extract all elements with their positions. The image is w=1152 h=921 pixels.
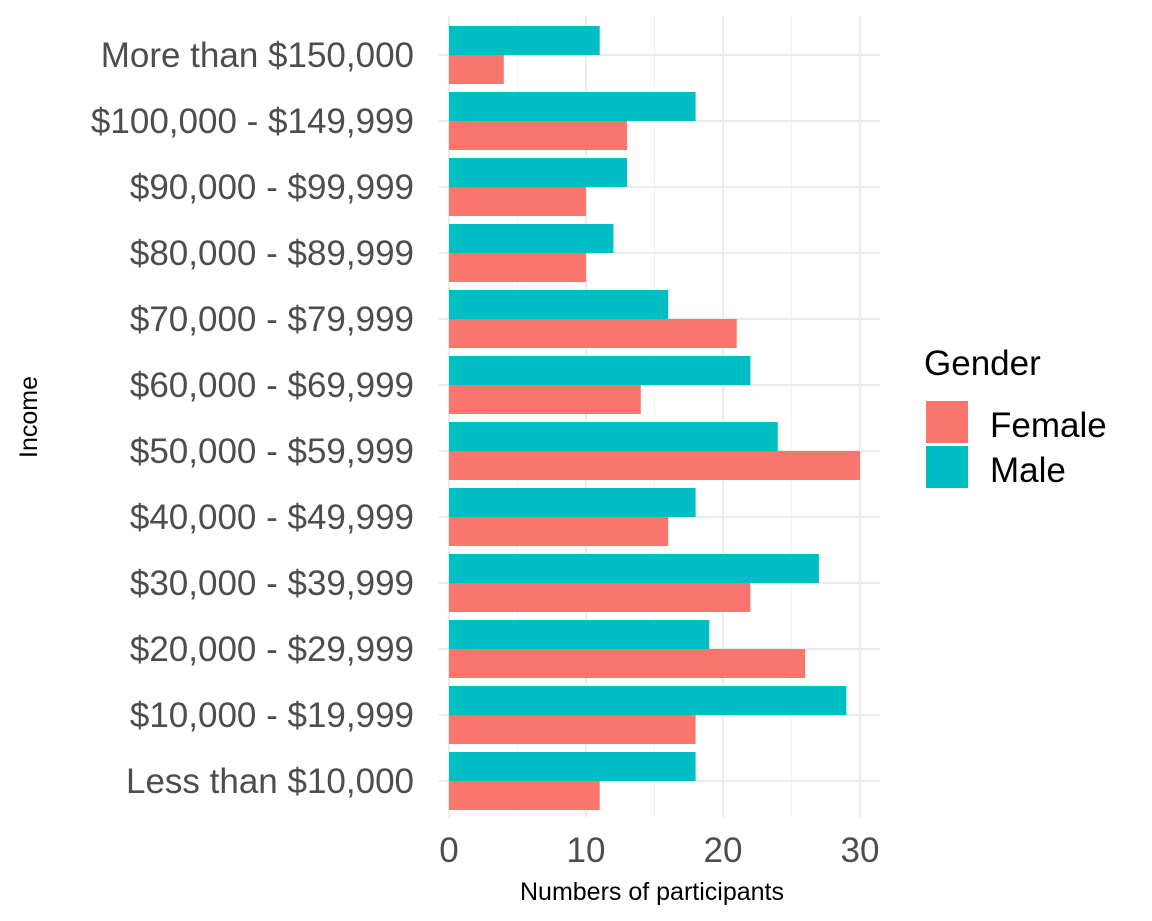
- legend-swatch-male: [926, 446, 968, 488]
- bar-male: [449, 92, 696, 121]
- y-axis-title: Income: [15, 376, 43, 458]
- bar-male: [449, 26, 600, 55]
- bar-female: [449, 121, 627, 150]
- x-axis-title: Numbers of participants: [520, 878, 784, 906]
- category-label: Less than $10,000: [126, 762, 414, 801]
- category-label: $50,000 - $59,999: [130, 432, 414, 471]
- x-tick-label: 30: [841, 831, 880, 870]
- bar-female: [449, 583, 750, 612]
- category-label: $80,000 - $89,999: [130, 234, 414, 273]
- x-tick-label: 0: [439, 831, 458, 870]
- legend-label-female: Female: [990, 406, 1107, 445]
- legend-swatch-female: [926, 401, 968, 443]
- category-label: $70,000 - $79,999: [130, 300, 414, 339]
- bar-female: [449, 517, 668, 546]
- bar-male: [449, 554, 819, 583]
- bar-female: [449, 253, 586, 282]
- category-label: $40,000 - $49,999: [130, 498, 414, 537]
- category-label: $100,000 - $149,999: [91, 102, 414, 141]
- bar-male: [449, 224, 613, 253]
- category-label: $60,000 - $69,999: [130, 366, 414, 405]
- category-label: $20,000 - $29,999: [130, 630, 414, 669]
- bar-male: [449, 488, 696, 517]
- bar-male: [449, 620, 709, 649]
- x-tick-label: 10: [567, 831, 606, 870]
- bar-female: [449, 649, 805, 678]
- bar-male: [449, 356, 750, 385]
- x-tick-labels: 0 10 20 30: [439, 831, 879, 870]
- bar-female: [449, 715, 696, 744]
- bar-female: [449, 55, 504, 84]
- bar-female: [449, 319, 737, 348]
- category-label: $30,000 - $39,999: [130, 564, 414, 603]
- bar-female: [449, 187, 586, 216]
- bar-female: [449, 781, 600, 810]
- legend-title: Gender: [924, 344, 1041, 383]
- bar-male: [449, 686, 846, 715]
- category-label: $90,000 - $99,999: [130, 168, 414, 207]
- bar-female: [449, 385, 641, 414]
- category-label: $10,000 - $19,999: [130, 696, 414, 735]
- bar-male: [449, 422, 778, 451]
- bar-male: [449, 752, 696, 781]
- x-tick-label: 20: [704, 831, 743, 870]
- category-label: More than $150,000: [101, 36, 414, 75]
- bar-male: [449, 158, 627, 187]
- legend: Gender Female Male: [924, 344, 1107, 490]
- legend-label-male: Male: [990, 451, 1066, 490]
- bar-female: [449, 451, 860, 480]
- category-labels: Less than $10,000 $10,000 - $19,999 $20,00…: [91, 36, 414, 801]
- bar-male: [449, 290, 668, 319]
